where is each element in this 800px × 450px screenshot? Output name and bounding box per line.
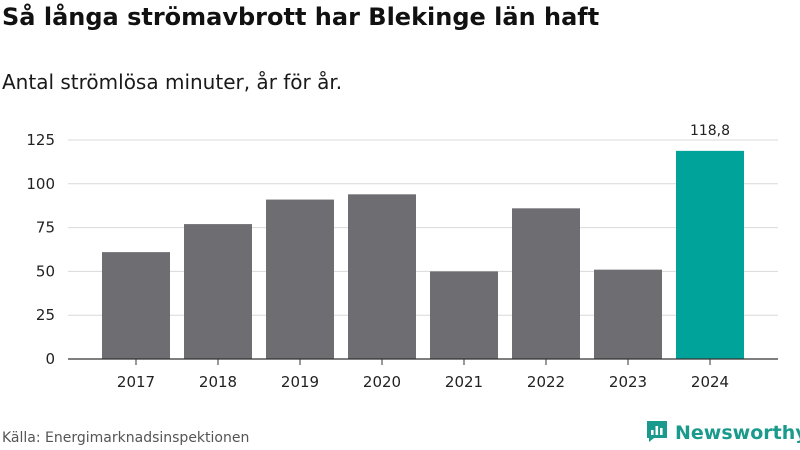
bar <box>512 208 580 359</box>
y-tick-label: 75 <box>36 219 55 237</box>
newsworthy-logo-text: Newsworthy <box>675 422 800 444</box>
x-tick-label: 2023 <box>609 373 647 391</box>
y-tick-label: 0 <box>45 350 55 368</box>
x-tick-label: 2017 <box>117 373 155 391</box>
x-tick-label: 2020 <box>363 373 401 391</box>
bar <box>594 269 662 359</box>
newsworthy-brand[interactable]: Newsworthy <box>645 419 800 447</box>
x-tick-label: 2022 <box>527 373 565 391</box>
bar <box>102 252 170 359</box>
newsworthy-logo-icon <box>645 419 669 447</box>
bar-chart: 0 25 50 75 100 125 2017 2018 2019 2020 2021 2022 202… <box>26 123 778 391</box>
y-tick-label: 25 <box>36 306 55 324</box>
source-note: Källa: Energimarknadsinspektionen <box>2 430 250 446</box>
x-tick-label: 2018 <box>199 373 237 391</box>
bar <box>348 194 416 359</box>
bar <box>184 224 252 359</box>
bar <box>430 271 498 359</box>
bar <box>676 150 744 359</box>
x-tick-label: 2021 <box>445 373 483 391</box>
bar <box>266 199 334 359</box>
y-tick-label: 125 <box>26 131 55 149</box>
data-label: 118,8 <box>690 123 730 139</box>
y-tick-label: 100 <box>26 175 55 193</box>
x-tick-label: 2019 <box>281 373 319 391</box>
y-tick-label: 50 <box>36 262 55 280</box>
chart-subtitle: Antal strömlösa minuter, år för år. <box>2 70 343 94</box>
chart-title: Så långa strömavbrott har Blekinge län h… <box>2 3 600 31</box>
x-tick-label: 2024 <box>691 373 729 391</box>
